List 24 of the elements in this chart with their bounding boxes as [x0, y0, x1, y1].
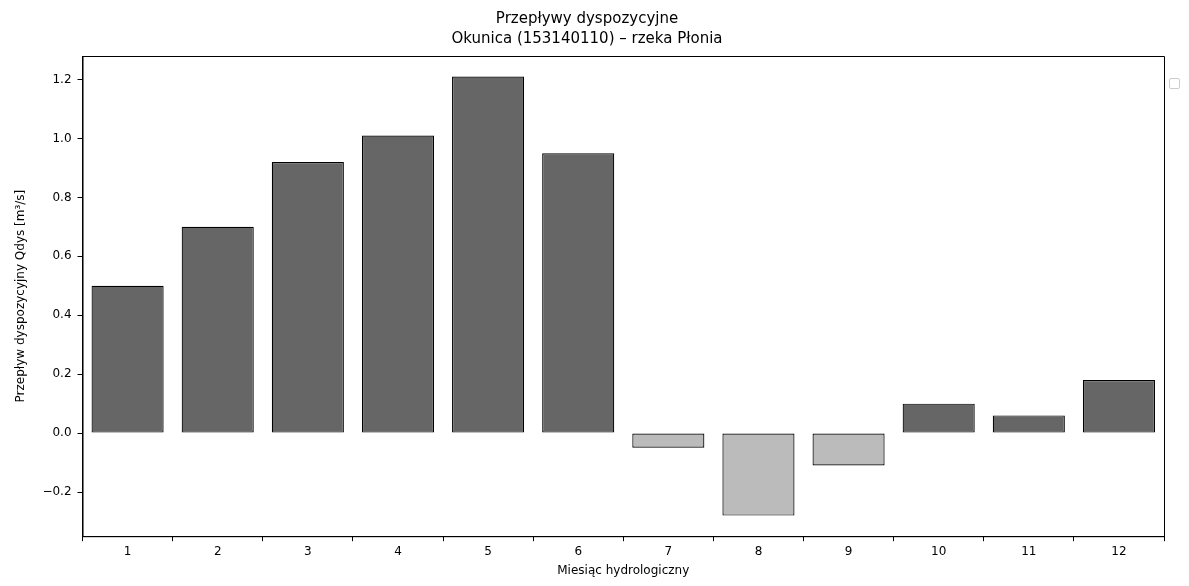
y-tick-label: 1.0	[52, 130, 72, 145]
y-tick-label: −0.2	[42, 484, 72, 499]
x-axis-title: Miesiąc hydrologiczny	[557, 562, 690, 577]
chart-subtitle: Okunica (153140110) – rzeka Płonia	[451, 28, 723, 47]
y-tick-label: 0.6	[52, 248, 72, 263]
x-tick-label: 9	[844, 543, 853, 558]
y-tick-label: 0.2	[52, 366, 72, 381]
x-tick-label: 12	[1111, 543, 1127, 558]
x-tick-label: 1	[123, 543, 132, 558]
x-tick-label: 10	[931, 543, 947, 558]
x-tick-label: 4	[394, 543, 402, 558]
x-tick-label: 11	[1021, 543, 1037, 558]
y-axis-title: Przepływ dyspozycyjny Qdys [m³/s]	[13, 189, 28, 403]
chart-title: Przepływy dyspozycyjne	[495, 8, 679, 27]
x-tick-label: 6	[574, 543, 583, 558]
x-tick-label: 7	[664, 543, 673, 558]
x-tick-label: 8	[754, 543, 763, 558]
y-tick-label: 1.2	[52, 71, 72, 86]
x-tick-label: 3	[304, 543, 312, 558]
x-tick-label: 5	[484, 543, 492, 558]
x-tick-label: 2	[213, 543, 222, 558]
y-tick-label: 0.8	[52, 189, 72, 204]
y-tick-label: 0.0	[52, 425, 72, 440]
y-tick-label: 0.4	[52, 307, 72, 322]
